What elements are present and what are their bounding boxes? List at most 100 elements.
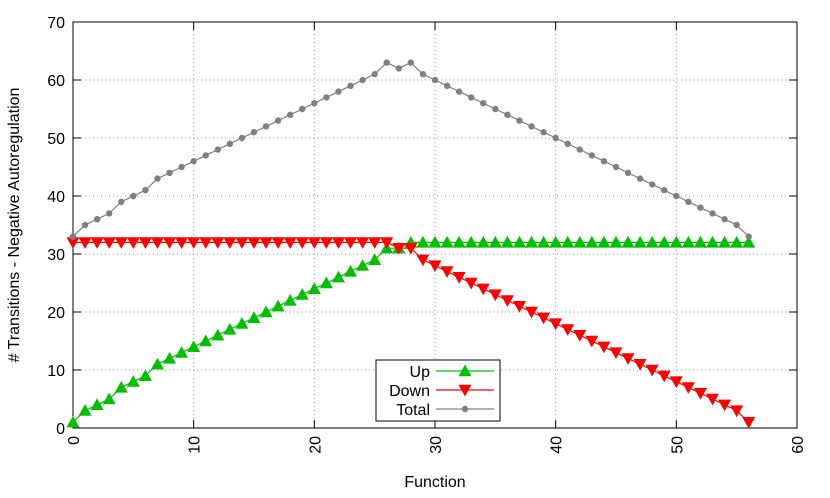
point xyxy=(733,221,740,229)
point xyxy=(235,317,249,329)
point xyxy=(657,370,671,383)
legend-marker xyxy=(461,405,469,413)
point xyxy=(476,235,490,248)
point xyxy=(223,237,237,249)
point xyxy=(274,117,282,124)
point xyxy=(649,181,656,188)
point xyxy=(150,237,164,249)
point xyxy=(706,393,720,406)
point xyxy=(624,169,632,176)
point xyxy=(537,312,551,325)
x-tick-label: 60 xyxy=(790,436,807,454)
point xyxy=(335,88,342,95)
point xyxy=(512,235,526,248)
point xyxy=(150,357,164,370)
point xyxy=(319,276,333,289)
point xyxy=(187,237,201,249)
x-tick-label: 30 xyxy=(428,436,445,454)
point xyxy=(118,198,125,205)
point xyxy=(549,318,563,331)
point xyxy=(480,100,487,107)
point xyxy=(645,364,659,377)
point xyxy=(69,233,77,240)
point xyxy=(262,123,270,130)
point xyxy=(250,129,258,136)
point xyxy=(283,237,297,249)
point xyxy=(636,175,644,182)
point xyxy=(359,76,366,84)
point xyxy=(564,140,571,147)
point xyxy=(331,237,345,249)
point xyxy=(319,237,333,249)
legend-label: Down xyxy=(389,383,430,400)
y-tick-label: 50 xyxy=(47,131,65,148)
point xyxy=(685,198,692,205)
point xyxy=(633,235,647,248)
point xyxy=(178,163,185,171)
point xyxy=(226,140,234,147)
point xyxy=(307,237,321,249)
point xyxy=(721,216,728,223)
point xyxy=(549,235,563,248)
point xyxy=(211,328,225,341)
point xyxy=(745,233,752,240)
point xyxy=(600,158,608,165)
x-tick-label: 10 xyxy=(187,436,204,454)
y-tick-label: 40 xyxy=(47,189,65,206)
point xyxy=(66,415,80,428)
point xyxy=(299,105,306,113)
point xyxy=(407,59,415,66)
point xyxy=(380,237,394,249)
point xyxy=(368,253,382,265)
point xyxy=(561,324,575,336)
point xyxy=(102,392,116,405)
point xyxy=(283,293,297,306)
point xyxy=(383,59,390,66)
point xyxy=(93,216,101,223)
point xyxy=(163,237,177,249)
point xyxy=(576,146,583,153)
point xyxy=(709,210,716,217)
point xyxy=(238,134,246,142)
point xyxy=(211,237,225,249)
point xyxy=(621,353,635,365)
point xyxy=(455,88,463,95)
point xyxy=(681,235,695,248)
point xyxy=(259,237,273,249)
point xyxy=(693,235,707,248)
point xyxy=(540,129,547,136)
point xyxy=(154,175,161,182)
point xyxy=(673,192,680,200)
point xyxy=(476,283,490,296)
point xyxy=(464,235,478,248)
point xyxy=(78,237,92,249)
point xyxy=(609,347,623,360)
point xyxy=(271,299,285,312)
point xyxy=(214,146,221,153)
point xyxy=(392,243,406,255)
point xyxy=(661,187,668,194)
point xyxy=(431,76,439,84)
point xyxy=(287,111,294,119)
point xyxy=(344,237,358,249)
point xyxy=(621,235,635,248)
point xyxy=(669,376,683,389)
x-tick-label: 0 xyxy=(66,436,83,445)
point xyxy=(561,235,575,248)
y-axis-label: # Transitions - Negative Autoregulation xyxy=(6,88,23,363)
point xyxy=(697,204,704,211)
point xyxy=(645,235,659,248)
point xyxy=(416,235,430,248)
point xyxy=(307,282,321,294)
point xyxy=(597,235,611,248)
point xyxy=(259,305,273,318)
point xyxy=(126,375,140,387)
point xyxy=(142,187,149,194)
point xyxy=(500,235,514,248)
point xyxy=(488,289,502,302)
point xyxy=(440,266,454,278)
point xyxy=(371,71,378,78)
point xyxy=(247,311,261,323)
x-tick-label: 20 xyxy=(307,436,324,454)
